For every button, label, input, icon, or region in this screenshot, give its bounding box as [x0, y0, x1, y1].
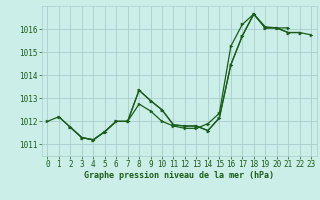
X-axis label: Graphe pression niveau de la mer (hPa): Graphe pression niveau de la mer (hPa): [84, 171, 274, 180]
